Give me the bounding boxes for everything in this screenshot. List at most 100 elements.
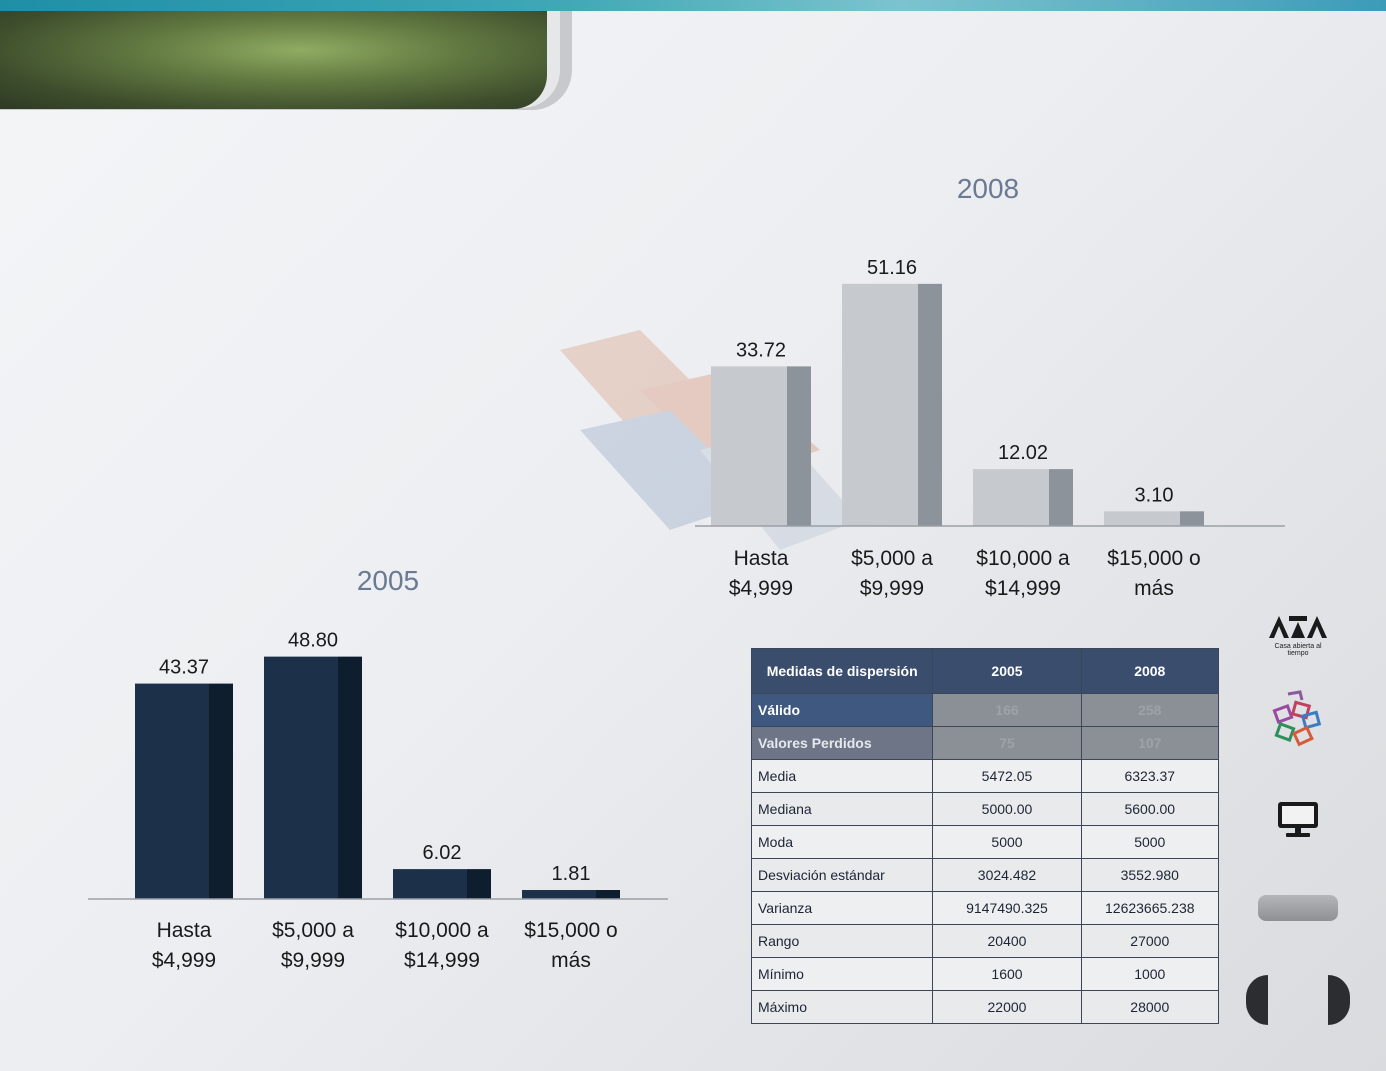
chart-2005-bar-1 [135,683,209,899]
chart-2008-title: 2008 [957,173,1019,204]
chart-2005-category-label-2-line-1: $5,000 a [272,919,354,942]
table-cell-2005: 20400 [932,924,1082,958]
chart-2008-category-label-3-line-2: $14,999 [985,577,1061,600]
chart-2008-category-label-1-line-1: Hasta [734,547,789,570]
table-cell-measure: Mediana [750,792,934,826]
table-cell-2005: 3024.482 [932,858,1082,892]
chart-2005-category-label-1-line-2: $4,999 [152,949,216,972]
chart-2005-value-label-4: 1.81 [552,863,591,885]
table-row: Varianza 9147490.325 12623665.238 [750,891,1220,925]
menu-pill-button[interactable] [1258,895,1338,921]
chart-2005-category-label-3-line-1: $10,000 a [395,919,489,942]
chart-2005-bar-3-side [467,869,491,899]
table-row: Válido 166 258 [750,693,1220,727]
chart-2008-bar-4 [1104,511,1180,526]
table-cell-2005: 5000 [932,825,1082,859]
table-row: Valores Perdidos 75 107 [750,726,1220,760]
chart-2008-category-label-3-line-1: $10,000 a [976,547,1070,570]
chart-2005-category-label-2-line-2: $9,999 [281,949,345,972]
monitor-icon[interactable] [1276,800,1320,840]
table-body: Válido 166 258 Valores Perdidos 75 107 Media 54… [750,693,1220,1024]
table-cell-measure: Máximo [750,990,934,1024]
chart-2005-bar-2 [264,656,338,899]
chart-2008-category-label-2-line-1: $5,000 a [851,547,933,570]
table-cell-2008: 28000 [1080,990,1220,1024]
uam-logo[interactable]: Casa abierta al tiempo [1265,612,1331,657]
table-row: Mediana 5000.00 5600.00 [750,792,1220,826]
chart-2005-category-label-1-line-1: Hasta [157,919,212,942]
table-cell-measure: Media [750,759,934,793]
uam-logo-subtitle: Casa abierta al tiempo [1274,643,1322,657]
chart-2005-bar-4-side [596,890,620,899]
nav-next-icon[interactable] [1328,975,1350,1025]
chart-2008-bar-1-side [787,366,811,526]
uam-logo-icon [1269,616,1327,638]
table-header-row: Medidas de dispersión 2005 2008 [750,648,1220,694]
table-cell-2008: 5000 [1080,825,1220,859]
table-row: Mínimo 1600 1000 [750,957,1220,991]
chart-2008-bar-4-side [1180,511,1204,526]
chart-2008-category-label-2-line-2: $9,999 [860,577,924,600]
chart-2008-marks: 33.72 Hasta $4,999 51.16 $5,000 a $9,999 12.02… [711,257,1204,600]
chart-2008-bar-3 [973,469,1049,526]
chart-2005-bar-4 [522,890,596,899]
chart-2008-category-label-4-line-1: $15,000 o [1107,547,1200,570]
table-cell-2008: 12623665.238 [1080,891,1220,925]
chart-2005-bar-3 [393,869,467,899]
table-header-2008: 2008 [1080,648,1220,694]
chart-2005: 2005 43.37 Hasta $4,999 48.80 $5,000 a $9,999… [88,565,668,972]
table-cell-measure: Desviación estándar [750,858,934,892]
chart-2005-value-label-2: 48.80 [288,630,338,652]
chart-2005-category-label-4-line-1: $15,000 o [524,919,617,942]
chart-2008-bar-2 [842,283,918,526]
table-cell-2005: 1600 [932,957,1082,991]
table-cell-2008: 27000 [1080,924,1220,958]
chart-2008-value-label-2: 51.16 [867,257,917,279]
chart-2008-value-label-3: 12.02 [998,442,1048,464]
table-cell-2005: 9147490.325 [932,891,1082,925]
chart-2008-value-label-4: 3.10 [1135,484,1174,506]
chart-2005-value-label-1: 43.37 [159,657,209,679]
table-row: Media 5472.05 6323.37 [750,759,1220,793]
table-cell-2008: 107 [1080,726,1220,760]
table-row: Desviación estándar 3024.482 3552.980 [750,858,1220,892]
top-accent-stripe [0,0,1386,11]
chart-2005-category-label-3-line-2: $14,999 [404,949,480,972]
chart-2008-bar-3-side [1049,469,1073,526]
table-cell-measure: Varianza [750,891,934,925]
table-cell-2008: 258 [1080,693,1220,727]
chart-2008: 2008 33.72 Hasta $4,999 51.16 $5,000 a $9,999… [695,173,1285,600]
chart-2005-title: 2005 [357,565,419,596]
chart-2008-bar-2-side [918,283,942,526]
table-row: Máximo 22000 28000 [750,990,1220,1024]
table-cell-2005: 5472.05 [932,759,1082,793]
table-cell-2005: 22000 [932,990,1082,1024]
chart-2005-value-label-3: 6.02 [423,842,462,864]
table-cell-2005: 166 [932,693,1082,727]
table-cell-2005: 5000.00 [932,792,1082,826]
chart-2008-bar-1 [711,366,787,526]
table-cell-2005: 75 [932,726,1082,760]
table-cell-measure: Válido [750,693,934,727]
table-cell-measure: Valores Perdidos [750,726,934,760]
table-row: Rango 20400 27000 [750,924,1220,958]
table-cell-measure: Mínimo [750,957,934,991]
dispersion-table: Medidas de dispersión 2005 2008 Válido 16… [750,648,1220,1024]
chart-2008-value-label-1: 33.72 [736,339,786,361]
colored-blocks-icon[interactable] [1270,690,1326,748]
table-header-2005: 2005 [932,648,1082,694]
chart-2008-category-label-1-line-2: $4,999 [729,577,793,600]
chart-2005-bar-2-side [338,656,362,899]
table-row: Moda 5000 5000 [750,825,1220,859]
table-cell-measure: Rango [750,924,934,958]
table-cell-2008: 1000 [1080,957,1220,991]
chart-2008-category-label-4-line-2: más [1134,577,1174,600]
table-cell-2008: 3552.980 [1080,858,1220,892]
chart-2005-bar-1-side [209,683,233,899]
table-cell-2008: 6323.37 [1080,759,1220,793]
chart-2005-category-label-4-line-2: más [551,949,591,972]
chart-2005-marks: 43.37 Hasta $4,999 48.80 $5,000 a $9,999 6.02 $… [135,630,620,972]
table-cell-2008: 5600.00 [1080,792,1220,826]
nav-prev-icon[interactable] [1246,975,1268,1025]
table-header-measure: Medidas de dispersión [750,648,934,694]
